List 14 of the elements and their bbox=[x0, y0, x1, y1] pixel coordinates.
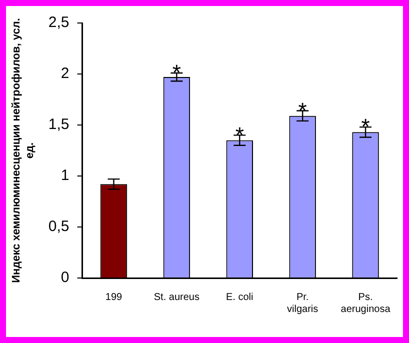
x-tick-label: Pr. vilgaris bbox=[287, 292, 318, 315]
y-axis-title: Индекс хемилюминесценции нейтрофилов, усл. ед. bbox=[10, 18, 36, 283]
annotation: * bbox=[361, 114, 370, 140]
y-tick-label: 1,5 bbox=[48, 116, 70, 134]
x-tick-label: 199 bbox=[105, 292, 123, 303]
y-tick-label: 0,5 bbox=[48, 218, 70, 236]
y-tick-label: 2,5 bbox=[48, 14, 70, 32]
y-tick-label: 1 bbox=[60, 167, 70, 184]
y-tick-label: 2 bbox=[60, 65, 70, 82]
x-tick-label: E. coli bbox=[226, 292, 254, 303]
x-tick-label: St. aureus bbox=[154, 292, 200, 303]
y-tick-label: 0 bbox=[60, 269, 70, 286]
x-tick-label: Ps. aeruginosa bbox=[340, 292, 391, 315]
annotation: * bbox=[172, 60, 182, 86]
